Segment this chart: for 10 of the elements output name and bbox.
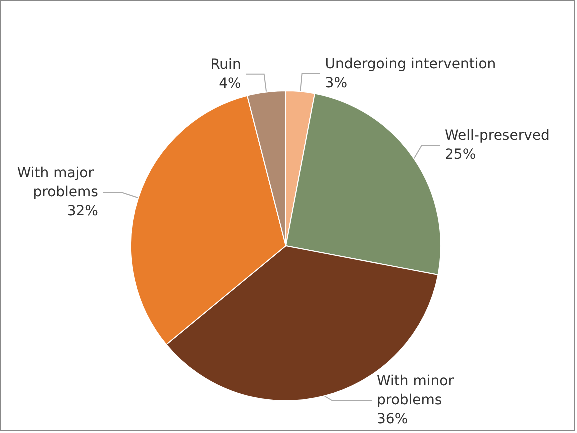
slice-label: With major problems: [17, 166, 98, 201]
data-label: 3%: [325, 75, 348, 92]
slice-label: With minor problems: [377, 374, 458, 408]
data-label: 32%: [67, 204, 98, 220]
data-label: 4%: [219, 76, 242, 92]
data-label: 36%: [377, 412, 408, 428]
slice-label: Well-preserved: [445, 128, 550, 144]
slice-label: Undergoing intervention: [325, 56, 496, 72]
data-label: 25%: [445, 146, 476, 163]
slice-label: Ruin: [210, 56, 242, 73]
